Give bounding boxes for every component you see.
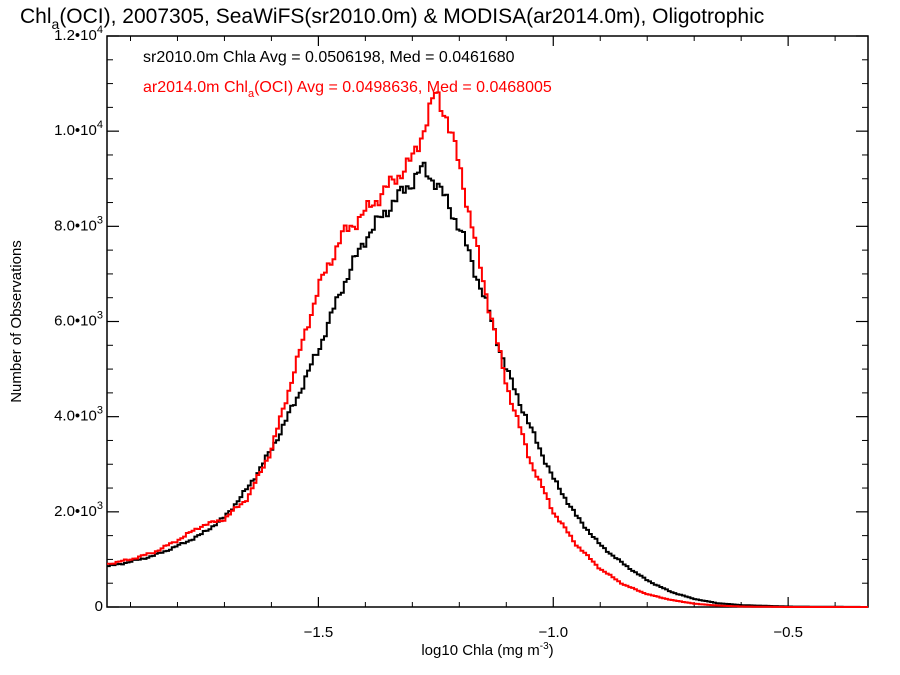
x-tick-label: −1.0 [538, 624, 568, 641]
chart-title: Chla(OCI), 2007305, SeaWiFS(sr2010.0m) &… [20, 5, 764, 32]
x-tick-label: −0.5 [773, 624, 803, 641]
x-tick-label: −1.5 [304, 624, 334, 641]
series-layer [107, 91, 868, 608]
y-tick-label: 8.0•103 [54, 214, 103, 234]
y-tick-label: 4.0•103 [54, 405, 103, 425]
axis-ticks [107, 35, 868, 608]
legend-entry-black: sr2010.0m Chla Avg = 0.0506198, Med = 0.… [143, 49, 515, 66]
legend-entry-red: ar2014.0m Chla(OCI) Avg = 0.0498636, Med… [143, 79, 552, 100]
y-tick-label: 1.0•104 [54, 119, 103, 139]
y-tick-label: 1.2•104 [54, 24, 103, 44]
x-axis-label: log10 Chla (mg m-3) [421, 641, 553, 659]
y-tick-label: 6.0•103 [54, 310, 103, 330]
y-tick-label: 2.0•103 [54, 500, 103, 520]
y-axis-label: Number of Observations [8, 240, 25, 403]
series-ar2014-line [107, 91, 868, 608]
y-tick-label: 0 [95, 598, 103, 615]
tick-labels: −1.5 −1.0 −0.5 0 2.0•103 4.0•103 6.0•103 8.0•10… [54, 24, 803, 641]
series-sr2010-line [107, 161, 868, 608]
